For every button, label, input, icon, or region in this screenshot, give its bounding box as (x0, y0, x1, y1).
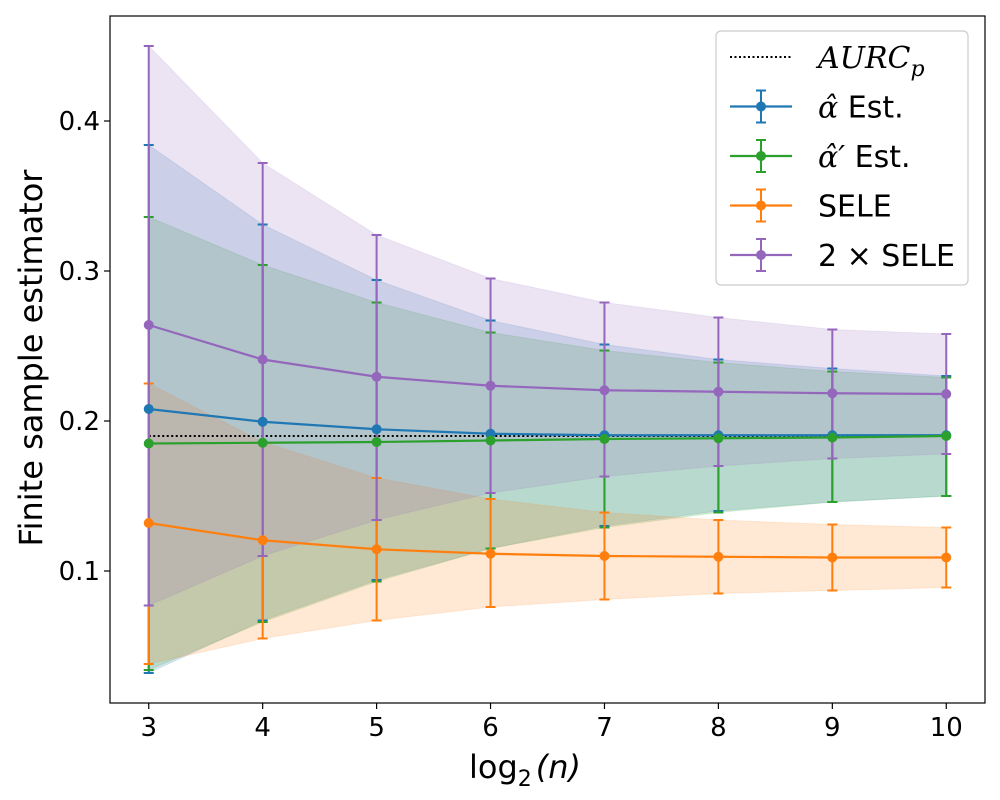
x-tick-label-2: 5 (368, 713, 385, 743)
line-series-3 (148, 323, 947, 396)
legend-handle-marker-3 (756, 250, 766, 260)
series-points (143, 320, 952, 563)
point-s2-p0 (143, 518, 154, 528)
x-tick-label-1: 4 (254, 713, 271, 743)
legend-label-2: SELE (818, 190, 892, 225)
point-s0-p0 (143, 404, 154, 414)
legend-label-reference: AURCp (815, 41, 925, 82)
point-s1-p2 (371, 437, 382, 447)
legend-handle-marker-2 (756, 200, 766, 211)
point-s3-p4 (599, 385, 610, 396)
point-s1-p4 (599, 434, 610, 444)
point-s3-p3 (485, 380, 496, 391)
point-s2-p5 (713, 551, 724, 562)
y-tick-label-3: 0.4 (59, 107, 100, 137)
y-tick-label-2: 0.3 (59, 257, 100, 287)
point-s3-p7 (941, 389, 952, 399)
point-s3-p0 (143, 320, 154, 330)
point-s2-p6 (827, 552, 838, 563)
confidence-bands (148, 44, 947, 674)
point-s3-p2 (371, 371, 382, 382)
legend-label-1: α̂′ Est. (818, 140, 911, 175)
point-s1-p3 (485, 435, 496, 446)
y-tick-label-0: 0.1 (59, 557, 100, 587)
point-s0-p1 (257, 416, 268, 427)
point-s3-p6 (827, 388, 838, 399)
legend-label-0: α̂ Est. (818, 91, 904, 126)
x-tick-label-3: 6 (482, 713, 499, 743)
point-s3-p1 (257, 354, 268, 365)
line-series-2 (148, 521, 947, 559)
plot-frame (109, 15, 986, 704)
x-tick-label-6: 9 (824, 713, 841, 743)
x-tick-label-0: 3 (140, 713, 157, 743)
point-s1-p5 (713, 433, 724, 444)
y-tick-label-1: 0.2 (59, 407, 100, 437)
point-s2-p1 (257, 535, 268, 546)
legend-box (715, 30, 969, 286)
point-s1-p6 (827, 432, 838, 443)
x-tick-label-5: 8 (710, 713, 727, 743)
point-s1-p7 (941, 431, 952, 441)
point-s2-p7 (941, 552, 952, 563)
y-axis-label: Finite sample estimator (12, 169, 50, 547)
legend-handle-marker-0 (756, 101, 766, 112)
x-axis-label: log2 (n) (469, 748, 581, 792)
x-axis-ticks: 3 4 5 6 7 8 9 10 (140, 703, 963, 743)
point-s1-p1 (257, 437, 268, 448)
x-tick-label-7: 10 (930, 713, 963, 743)
point-s3-p5 (713, 386, 724, 397)
point-s1-p0 (143, 438, 154, 449)
x-tick-label-4: 7 (596, 713, 613, 743)
point-s0-p2 (371, 424, 382, 435)
line-series-0 (148, 407, 947, 437)
line-series-1 (148, 434, 947, 445)
legend-label-3: 2 × SELE (818, 239, 955, 274)
legend: AURCp α̂ Est. α̂′ Est. SELE 2 × SELE (715, 30, 969, 286)
y-axis-ticks: 0.1 0.2 0.3 0.4 (59, 107, 110, 587)
series-lines (148, 323, 947, 559)
point-s2-p2 (371, 544, 382, 555)
point-s2-p3 (485, 548, 496, 559)
point-s2-p4 (599, 551, 610, 561)
legend-handle-marker-1 (756, 151, 766, 161)
